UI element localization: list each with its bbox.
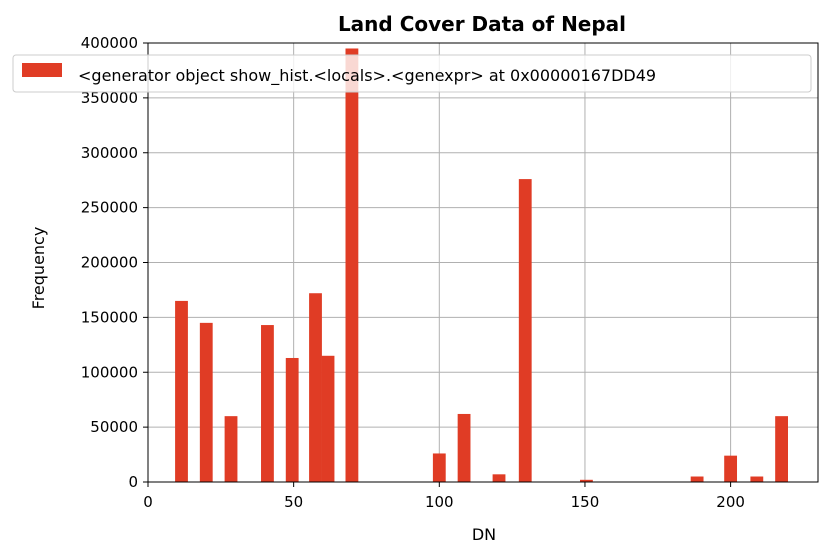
y-tick-label: 200000 (81, 254, 138, 272)
histogram-bar (775, 416, 788, 482)
histogram-bar (492, 474, 506, 482)
x-tick-label: 0 (143, 493, 153, 511)
histogram-bar (690, 476, 704, 482)
histogram-bar (518, 179, 532, 482)
bar-series (175, 48, 788, 483)
x-tick-label: 100 (425, 493, 454, 511)
histogram-bar (261, 325, 274, 482)
x-tick-label: 150 (571, 493, 600, 511)
histogram-bar (175, 300, 188, 482)
histogram-bar (345, 48, 359, 483)
histogram-bar (750, 476, 764, 482)
y-tick-label: 0 (128, 473, 138, 491)
x-tick-label: 200 (716, 493, 745, 511)
grid-lines (147, 42, 818, 483)
chart-title: Land Cover Data of Nepal (338, 12, 626, 36)
plot-frame (147, 42, 819, 483)
x-tick-label: 50 (284, 493, 303, 511)
y-tick-label: 300000 (81, 144, 138, 162)
y-tick-label: 100000 (81, 363, 138, 381)
histogram-bar (724, 455, 738, 482)
x-axis-ticks: 0 50 100 150 200 (143, 482, 745, 511)
y-tick-label: 150000 (81, 308, 138, 326)
histogram-bar (285, 357, 299, 482)
histogram-bar (457, 413, 471, 482)
legend: <generator object show_hist.<locals>.<ge… (12, 54, 812, 93)
histogram-bar (580, 479, 593, 482)
legend-box (12, 54, 812, 93)
histogram-bar (199, 322, 213, 482)
legend-swatch (22, 63, 62, 77)
y-axis-label: Frequency (29, 227, 48, 310)
y-tick-label: 250000 (81, 199, 138, 217)
x-axis-label: DN (472, 525, 496, 544)
legend-label: <generator object show_hist.<locals>.<ge… (78, 66, 656, 86)
y-tick-label: 350000 (81, 89, 138, 107)
histogram-bar (224, 416, 238, 482)
histogram-bar (309, 293, 322, 482)
y-axis-ticks: 0 50000 100000 150000 200000 250000 300000 3500… (81, 34, 148, 491)
y-tick-label: 50000 (90, 418, 138, 436)
y-tick-label: 400000 (81, 34, 138, 52)
histogram-bar (432, 453, 446, 482)
histogram-bar (321, 355, 335, 482)
